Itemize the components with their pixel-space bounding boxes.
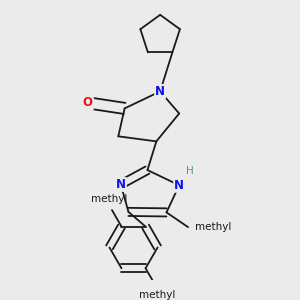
Text: N: N [155, 85, 165, 98]
Text: methyl: methyl [195, 222, 232, 232]
Text: methyl: methyl [91, 194, 128, 204]
Text: N: N [116, 178, 126, 191]
Text: O: O [83, 96, 93, 109]
Text: H: H [186, 166, 194, 176]
Text: N: N [174, 179, 184, 192]
Text: methyl: methyl [140, 290, 176, 300]
